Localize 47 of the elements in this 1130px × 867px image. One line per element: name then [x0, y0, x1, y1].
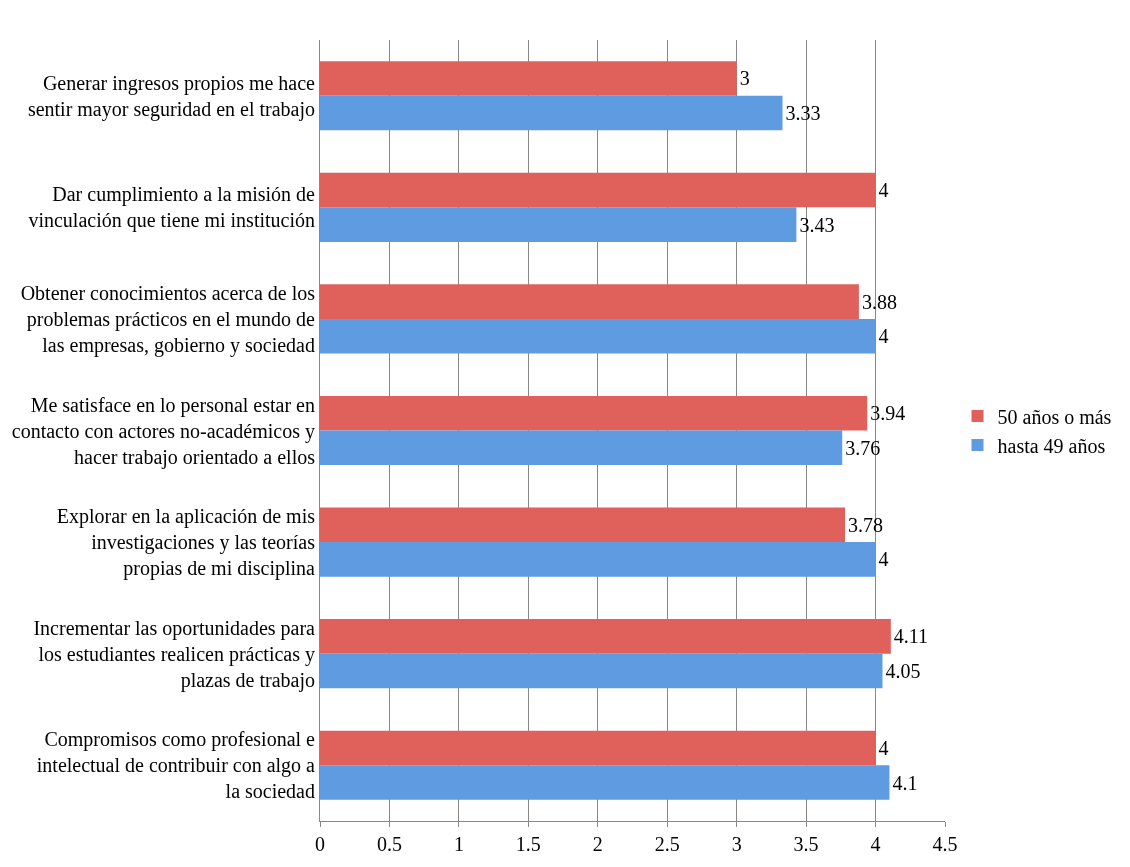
data-label: 4.1	[892, 771, 918, 794]
y-tick-label: Explorar en la aplicación de mis investigaciones y las teorías propias de mi disciplina	[56, 505, 316, 581]
bar	[320, 318, 876, 354]
y-tick-label: Generar ingresos propios me hace sentir mayor seguridad en el trabajo	[27, 71, 316, 121]
bar	[320, 542, 876, 577]
bar	[320, 730, 876, 766]
x-tick-label: 2.5	[654, 833, 680, 855]
data-label: 3	[739, 67, 750, 90]
data-label: 3.88	[861, 290, 897, 313]
x-tick-label: 4	[870, 833, 881, 855]
bar	[320, 507, 845, 543]
x-tick-label: 1	[453, 833, 464, 855]
data-label: 4	[878, 736, 889, 759]
data-label: 3.43	[799, 213, 835, 236]
data-label: 3.94	[870, 402, 906, 425]
bar	[320, 95, 783, 131]
data-label: 4	[878, 325, 889, 348]
bar	[320, 61, 737, 96]
y-tick-label: Dar cumplimiento a la misión de vinculación que tiene mi institución	[28, 183, 316, 233]
bar	[320, 430, 843, 466]
x-tick-label: 0	[315, 833, 325, 855]
bar	[320, 172, 876, 208]
x-tick-label: 0.5	[376, 833, 402, 855]
bar	[320, 207, 797, 242]
x-tick-label: 4.5	[932, 833, 958, 855]
data-label: 4.11	[893, 625, 929, 648]
data-label: 4.05	[885, 659, 921, 682]
y-tick-label: Compromisos como profesional e intelectual de contribuir con algo a la sociedad	[36, 728, 316, 803]
bar	[320, 395, 868, 431]
data-label: 3.78	[848, 513, 883, 536]
x-tick-label: 3	[731, 833, 742, 855]
data-label: 4	[878, 179, 889, 202]
bar	[320, 765, 890, 800]
bar	[320, 653, 883, 689]
y-tick-label: Obtener conocimientos acerca de los problemas prácticos en el mundo de las empresas, gobierno y sociedad	[20, 281, 316, 357]
data-label: 3.76	[845, 436, 881, 459]
y-tick-label: Incrementar las oportunidades para los estudiantes realicen prácticas y plazas de trabajo	[33, 616, 316, 692]
data-label: 4	[878, 548, 889, 571]
legend-label: hasta 49 años	[997, 434, 1106, 457]
data-label: 3.33	[785, 102, 821, 125]
bar	[320, 284, 859, 319]
bar	[320, 619, 891, 654]
x-tick-label: 3.5	[793, 833, 819, 855]
x-tick-label: 1.5	[515, 833, 541, 855]
y-tick-label: Me satisface en lo personal estar en contacto con actores no-académicos y hacer trabajo orientado a ellos	[11, 393, 316, 469]
x-tick-label: 2	[592, 833, 603, 855]
legend-label: 50 años o más	[997, 405, 1112, 428]
